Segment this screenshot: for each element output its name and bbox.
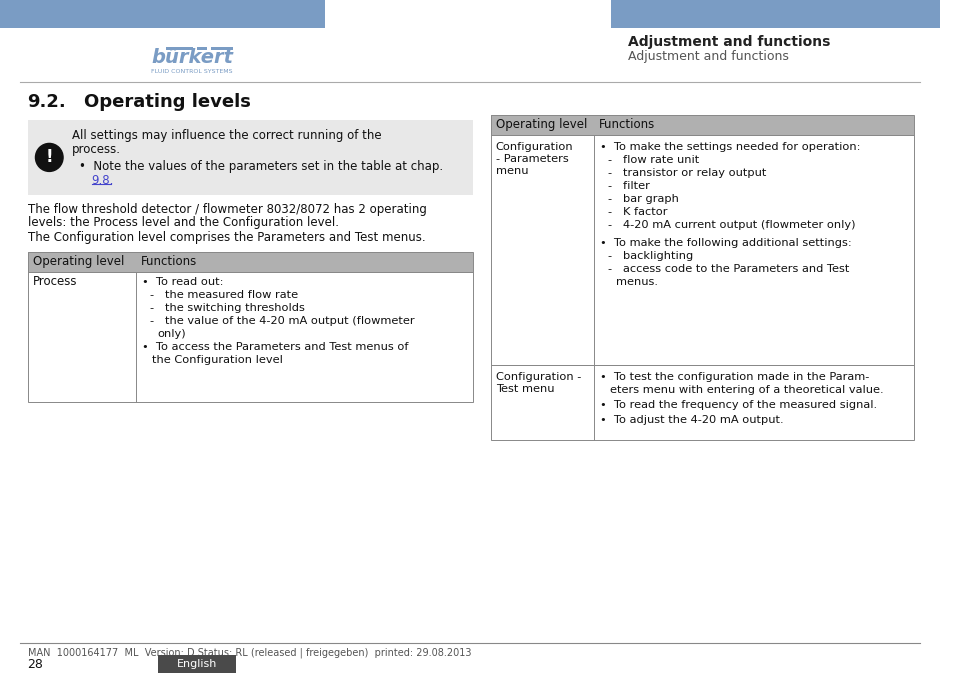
Text: -   the switching thresholds: - the switching thresholds bbox=[150, 303, 304, 313]
Text: -   K factor: - K factor bbox=[607, 207, 667, 217]
Text: -   4-20 mA current output (flowmeter only): - 4-20 mA current output (flowmeter only… bbox=[607, 220, 855, 230]
Text: levels: the Process level and the Configuration level.: levels: the Process level and the Config… bbox=[28, 217, 338, 229]
Text: •  To read the frequency of the measured signal.: • To read the frequency of the measured … bbox=[599, 400, 876, 410]
Bar bbox=[490, 115, 913, 135]
Text: •  Note the values of the parameters set in the table at chap.: • Note the values of the parameters set … bbox=[79, 160, 442, 174]
Bar bbox=[28, 272, 473, 402]
Text: bürkert: bürkert bbox=[151, 48, 233, 67]
Text: process.: process. bbox=[71, 143, 121, 156]
Text: -   access code to the Parameters and Test: - access code to the Parameters and Test bbox=[607, 264, 848, 274]
Text: MAN  1000164177  ML  Version: D Status: RL (released | freigegeben)  printed: 29: MAN 1000164177 ML Version: D Status: RL … bbox=[28, 647, 471, 658]
Text: -   the measured flow rate: - the measured flow rate bbox=[150, 290, 297, 300]
Text: menus.: menus. bbox=[616, 277, 658, 287]
Bar bbox=[197, 47, 207, 50]
Bar bbox=[157, 655, 236, 672]
Text: Operating level: Operating level bbox=[32, 255, 124, 269]
Text: •  To read out:: • To read out: bbox=[142, 277, 223, 287]
Text: Operating level: Operating level bbox=[496, 118, 586, 131]
Text: All settings may influence the correct running of the: All settings may influence the correct r… bbox=[71, 129, 381, 143]
Bar bbox=[211, 47, 233, 50]
Bar bbox=[0, 0, 325, 28]
Text: eters menu with entering of a theoretical value.: eters menu with entering of a theoretica… bbox=[609, 385, 882, 395]
Text: 9.8.: 9.8. bbox=[91, 174, 114, 187]
Text: 9.2.: 9.2. bbox=[28, 93, 67, 111]
Text: -   bar graph: - bar graph bbox=[607, 194, 679, 204]
Bar bbox=[490, 365, 913, 439]
Text: Adjustment and functions: Adjustment and functions bbox=[627, 50, 788, 63]
Text: Test menu: Test menu bbox=[496, 384, 554, 394]
Text: the Configuration level: the Configuration level bbox=[152, 355, 282, 365]
Text: menu: menu bbox=[496, 166, 528, 176]
Bar bbox=[490, 135, 913, 365]
Bar bbox=[490, 135, 913, 365]
Text: -   transistor or relay output: - transistor or relay output bbox=[607, 168, 765, 178]
Text: •  To adjust the 4-20 mA output.: • To adjust the 4-20 mA output. bbox=[599, 415, 782, 425]
Text: The Configuration level comprises the Parameters and Test menus.: The Configuration level comprises the Pa… bbox=[28, 232, 425, 244]
Text: Adjustment and functions: Adjustment and functions bbox=[627, 35, 829, 49]
Text: Configuration -: Configuration - bbox=[496, 371, 580, 382]
Text: !: ! bbox=[46, 149, 53, 166]
Text: •  To test the configuration made in the Param-: • To test the configuration made in the … bbox=[599, 371, 868, 382]
Text: •  To access the Parameters and Test menus of: • To access the Parameters and Test menu… bbox=[142, 342, 408, 352]
Text: - Parameters: - Parameters bbox=[496, 154, 568, 164]
Text: -   flow rate unit: - flow rate unit bbox=[607, 155, 699, 165]
Text: 28: 28 bbox=[28, 658, 44, 671]
Bar bbox=[28, 252, 473, 272]
Text: FLUID CONTROL SYSTEMS: FLUID CONTROL SYSTEMS bbox=[152, 69, 233, 75]
Bar bbox=[610, 0, 939, 28]
Bar bbox=[28, 252, 473, 272]
Text: The flow threshold detector / flowmeter 8032/8072 has 2 operating: The flow threshold detector / flowmeter … bbox=[28, 203, 426, 217]
Text: -   backlighting: - backlighting bbox=[607, 251, 693, 261]
Text: Functions: Functions bbox=[141, 255, 197, 269]
Text: English: English bbox=[176, 659, 217, 669]
Text: •  To make the following additional settings:: • To make the following additional setti… bbox=[599, 238, 851, 248]
Bar bbox=[28, 120, 473, 195]
Text: Configuration: Configuration bbox=[496, 142, 573, 152]
Text: •  To make the settings needed for operation:: • To make the settings needed for operat… bbox=[599, 142, 860, 152]
Text: only): only) bbox=[157, 329, 186, 339]
Text: -   the value of the 4-20 mA output (flowmeter: - the value of the 4-20 mA output (flowm… bbox=[150, 316, 414, 326]
Circle shape bbox=[35, 143, 63, 172]
Text: -   filter: - filter bbox=[607, 181, 649, 191]
Bar bbox=[28, 272, 473, 402]
Bar bbox=[166, 47, 193, 50]
Text: Process: Process bbox=[32, 275, 77, 288]
Text: Functions: Functions bbox=[598, 118, 655, 131]
Bar bbox=[490, 115, 913, 135]
Bar bbox=[490, 365, 913, 439]
Text: Operating levels: Operating levels bbox=[84, 93, 251, 111]
